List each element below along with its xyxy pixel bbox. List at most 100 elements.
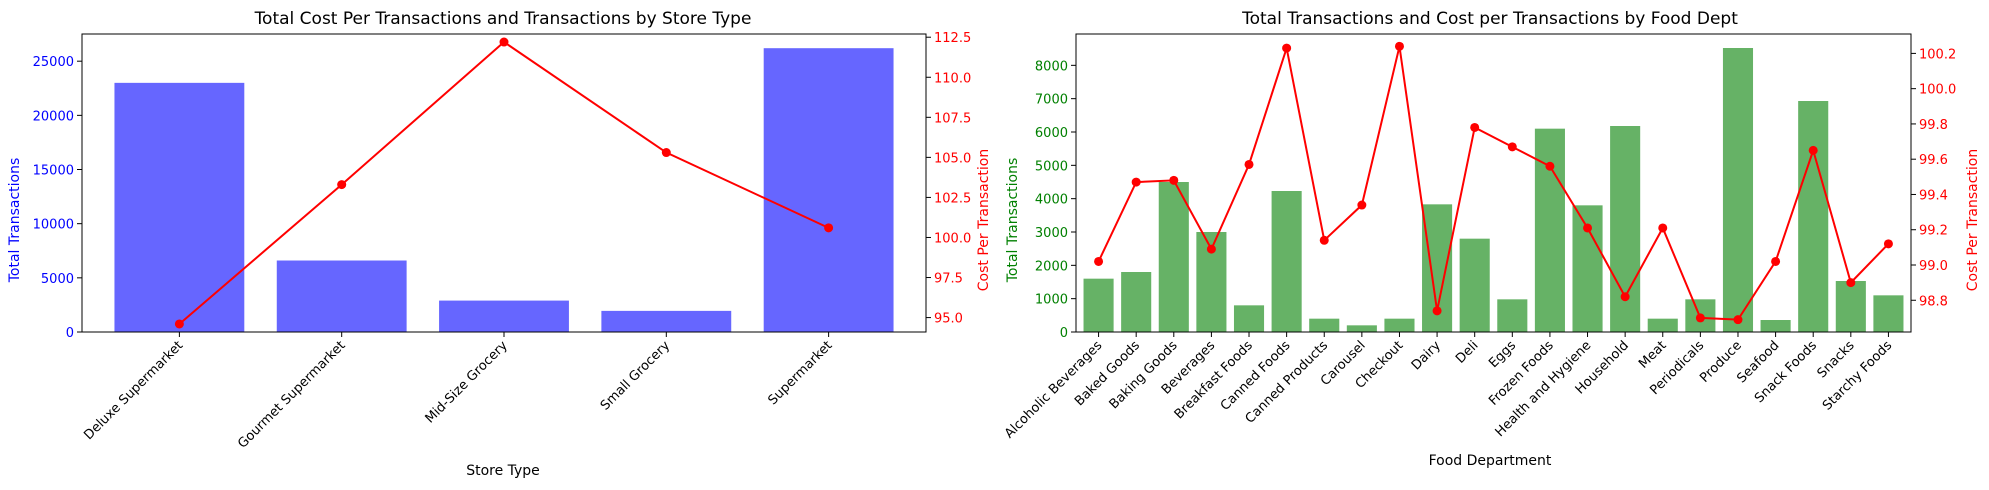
bar (1459, 238, 1490, 332)
x-tick-label: Eggs (1486, 338, 1519, 371)
y-tick-label: 5000 (41, 272, 74, 287)
cost-point (1094, 256, 1104, 266)
x-tick-label: Baked Goods (1072, 338, 1143, 409)
bar (1158, 182, 1189, 332)
bar (1873, 295, 1904, 332)
x-tick-label: Gourmet Supermarket (235, 338, 348, 451)
bar (1384, 318, 1415, 332)
bar (1083, 278, 1114, 332)
cost-point (174, 319, 184, 329)
chart-title: Total Cost Per Transactions and Transact… (254, 9, 752, 29)
bar (763, 48, 894, 332)
cost-point (1658, 223, 1668, 233)
plot-area: 0 1000 2000 3000 4000 5000 6000 7000 8000 98.8 99.… (1002, 33, 1956, 442)
bar (1534, 128, 1565, 332)
y2-tick-label: 100.2 (1919, 47, 1956, 62)
y2-tick-label: 100.0 (1919, 83, 1956, 98)
y2-axis-label: Cost Per Transaction (976, 149, 992, 291)
cost-point (1357, 200, 1367, 210)
y-axis-label: Total Transactions (1005, 158, 1021, 284)
cost-point (337, 180, 347, 190)
y2-tick-label: 100.0 (934, 231, 971, 246)
y-tick-label: 8000 (1035, 59, 1068, 74)
y2-tick-label: 110.0 (934, 71, 971, 86)
cost-point (1206, 244, 1216, 254)
x-tick-label: Deli (1453, 338, 1481, 366)
bar (1798, 101, 1829, 332)
bar (1346, 325, 1377, 332)
cost-point (1282, 43, 1292, 53)
y-tick-label: 7000 (1035, 93, 1068, 108)
bar (1233, 305, 1265, 332)
cost-point (1808, 145, 1818, 155)
y2-tick-label: 98.8 (1919, 294, 1948, 309)
bar (276, 260, 407, 332)
bar (1271, 191, 1302, 332)
cost-point (1583, 223, 1593, 233)
cost-point (499, 37, 509, 47)
cost-point (1131, 177, 1141, 187)
bar (1760, 320, 1791, 332)
cost-point (1507, 142, 1517, 152)
y-tick-label: 10000 (33, 218, 74, 233)
bar (601, 310, 732, 332)
plot-area: 0 5000 10000 15000 20000 25000 95.0 97.5 100.0 10… (33, 31, 972, 451)
x-tick-label: Starchy Foods (1820, 338, 1895, 413)
y2-tick-label: 97.5 (934, 272, 963, 287)
cost-point (1319, 235, 1329, 245)
cost-line (1097, 44, 1890, 321)
cost-point (1169, 175, 1179, 185)
x-tick-label: Meat (1636, 338, 1669, 371)
bar (1835, 281, 1866, 332)
cost-point (1394, 41, 1404, 51)
x-tick-label: Small Grocery (598, 338, 674, 414)
cost-point (1846, 278, 1856, 288)
x-tick-label: Deluxe Supermarket (81, 338, 186, 443)
bar (114, 82, 245, 332)
y-tick-label: 25000 (33, 55, 74, 70)
y-tick-label: 0 (66, 326, 74, 341)
cost-point (1695, 313, 1705, 323)
bar (1722, 48, 1754, 332)
cost-point (1470, 122, 1480, 132)
y2-tick-label: 99.2 (1919, 224, 1948, 239)
chart-store-type: Total Cost Per Transactions and Transact… (7, 9, 992, 479)
cost-point (1771, 256, 1781, 266)
plot-frame (81, 33, 927, 333)
y2-tick-label: 95.0 (934, 312, 963, 327)
y-tick-label: 2000 (1035, 259, 1068, 274)
y-tick-label: 15000 (33, 164, 74, 179)
chart-food-dept: Total Transactions and Cost per Transact… (1002, 9, 1981, 469)
cost-point (1733, 315, 1743, 325)
y2-axis-label: Cost Per Transaction (1965, 149, 1981, 291)
y-tick-label: 1000 (1035, 293, 1068, 308)
cost-point (1883, 239, 1893, 249)
bar (1121, 272, 1152, 332)
cost-point (824, 223, 834, 233)
cost-point (661, 148, 671, 158)
chart-title: Total Transactions and Cost per Transact… (1241, 9, 1738, 29)
cost-point (1432, 306, 1442, 316)
y2-tick-label: 107.5 (934, 111, 971, 126)
y-axis-label: Total Transactions (7, 158, 23, 284)
bar (1647, 318, 1678, 332)
bar (439, 300, 569, 332)
cost-point (1244, 159, 1254, 169)
x-axis-label: Store Type (466, 463, 540, 479)
y-tick-label: 6000 (1035, 126, 1068, 141)
x-tick-label: Mid-Size Grocery (423, 338, 512, 427)
y2-tick-label: 99.4 (1919, 188, 1948, 203)
cost-point (1545, 161, 1555, 171)
y-tick-label: 5000 (1035, 159, 1068, 174)
y2-tick-label: 102.5 (934, 191, 971, 206)
bar (1309, 318, 1340, 332)
y-tick-label: 0 (1060, 326, 1068, 341)
y2-tick-label: 99.8 (1919, 118, 1948, 133)
y2-tick-label: 99.0 (1919, 259, 1948, 274)
y-tick-label: 20000 (33, 109, 74, 124)
y-tick-label: 3000 (1035, 226, 1068, 241)
y2-tick-label: 105.0 (934, 151, 971, 166)
y-tick-label: 4000 (1035, 193, 1068, 208)
plot-frame (1075, 33, 1912, 333)
